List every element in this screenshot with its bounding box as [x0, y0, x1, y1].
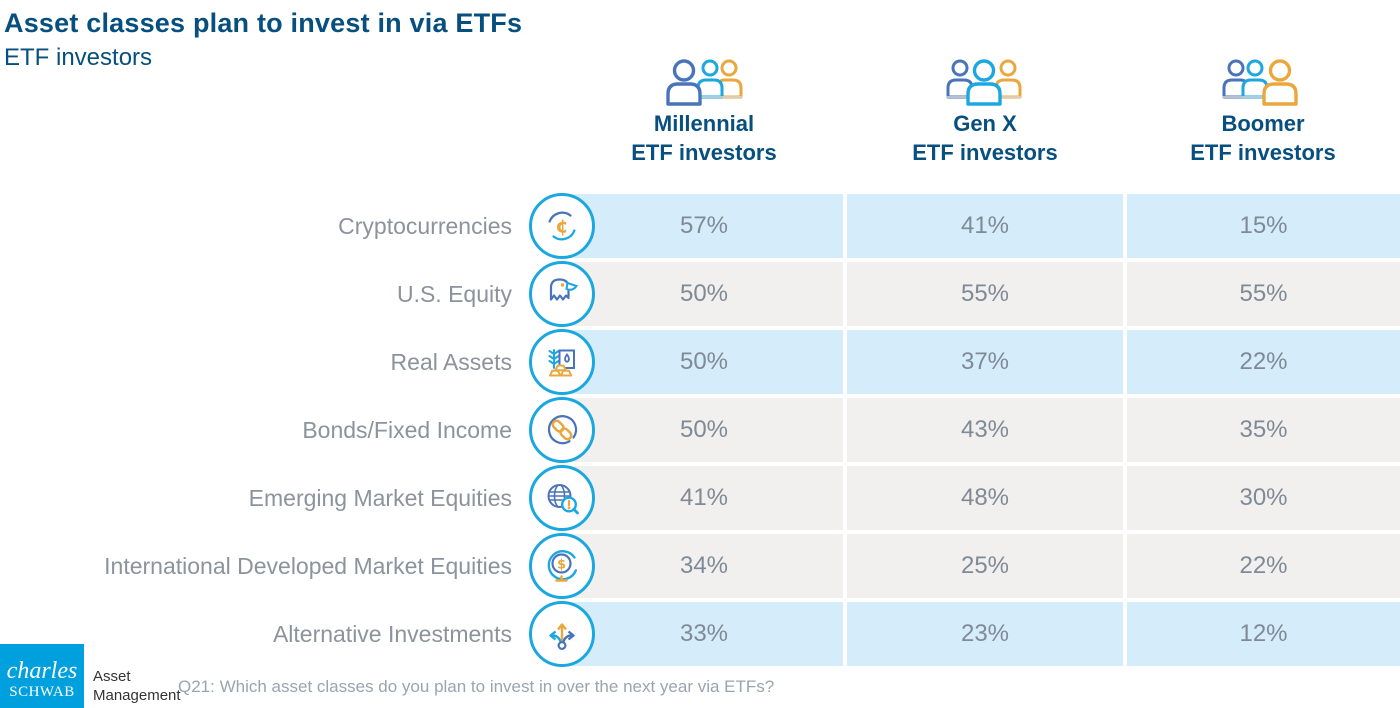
value-cell: 41%: [847, 194, 1123, 258]
value-cell: 48%: [847, 466, 1123, 530]
genx-investors-icon: [845, 58, 1125, 110]
table-row: U.S. Equity 50% 55% 55%: [0, 261, 1400, 327]
value-cell: 12%: [1127, 602, 1400, 666]
row-label: International Developed Market Equities: [104, 553, 512, 579]
logo-schwab-text: SCHWAB: [9, 684, 75, 700]
page-title: Asset classes plan to invest in via ETFs: [4, 8, 523, 38]
asset-management-label: Asset Management: [93, 668, 181, 706]
value-cell: 22%: [1127, 534, 1400, 598]
value-cell: 34%: [565, 534, 843, 598]
page-subtitle: ETF investors: [4, 44, 153, 71]
emerging-markets-icon: [529, 465, 595, 531]
value-cell: 57%: [565, 194, 843, 258]
millennial-investors-icon: [564, 58, 844, 110]
value-cell: 55%: [847, 262, 1123, 326]
value-cell: 41%: [565, 466, 843, 530]
table-row: Bonds/Fixed Income 50% 43% 35%: [0, 397, 1400, 463]
row-label: Alternative Investments: [272, 621, 512, 647]
alternative-investments-icon: [529, 601, 595, 667]
cryptocurrencies-icon: ¢: [529, 193, 595, 259]
column-header-line1: Millennial: [653, 111, 755, 136]
column-header-line1: Gen X: [953, 111, 1017, 136]
real-assets-icon: [529, 329, 595, 395]
value-cell: 50%: [565, 330, 843, 394]
value-cell: 50%: [565, 262, 843, 326]
survey-question-footnote: Q21: Which asset classes do you plan to …: [178, 677, 775, 696]
value-cell: 30%: [1127, 466, 1400, 530]
asset-management-line1: Asset: [93, 668, 131, 685]
column-header-line2: ETF investors: [631, 139, 777, 165]
table-row: Real Assets 50% 37% 22%: [0, 329, 1400, 395]
table-row: International Developed Market Equities …: [0, 533, 1400, 599]
value-cell: 15%: [1127, 194, 1400, 258]
asset-management-line2: Management: [93, 686, 181, 704]
boomer-investors-icon: [1123, 58, 1400, 110]
svg-text:$: $: [557, 558, 566, 573]
value-cell: 22%: [1127, 330, 1400, 394]
column-header: Gen X ETF investors: [845, 58, 1125, 167]
value-cell: 43%: [847, 398, 1123, 462]
row-label: Bonds/Fixed Income: [302, 417, 512, 443]
value-cell: 55%: [1127, 262, 1400, 326]
column-header-line2: ETF investors: [912, 139, 1058, 165]
bonds-fixed-income-icon: [529, 397, 595, 463]
logo-charles-text: charles: [6, 658, 78, 684]
charles-schwab-logo: charles SCHWAB: [0, 644, 84, 708]
column-header: Boomer ETF investors: [1123, 58, 1400, 167]
us-equity-eagle-icon: [529, 261, 595, 327]
row-label: U.S. Equity: [396, 281, 512, 307]
value-cell: 25%: [847, 534, 1123, 598]
column-header-line2: ETF investors: [1190, 139, 1336, 165]
value-cell: 23%: [847, 602, 1123, 666]
svg-text:¢: ¢: [555, 216, 568, 238]
row-label: Cryptocurrencies: [338, 213, 512, 239]
table-row: Alternative Investments 33% 23% 12%: [0, 601, 1400, 667]
row-label: Real Assets: [390, 349, 512, 375]
table-row: Cryptocurrencies ¢ 57% 41% 15%: [0, 193, 1400, 259]
value-cell: 50%: [565, 398, 843, 462]
table-row: Emerging Market Equities 41% 48% 30%: [0, 465, 1400, 531]
international-developed-icon: $: [529, 533, 595, 599]
value-cell: 37%: [847, 330, 1123, 394]
row-label: Emerging Market Equities: [248, 485, 512, 511]
column-header-line1: Boomer: [1221, 111, 1305, 136]
column-header: Millennial ETF investors: [564, 58, 844, 167]
value-cell: 35%: [1127, 398, 1400, 462]
value-cell: 33%: [565, 602, 843, 666]
